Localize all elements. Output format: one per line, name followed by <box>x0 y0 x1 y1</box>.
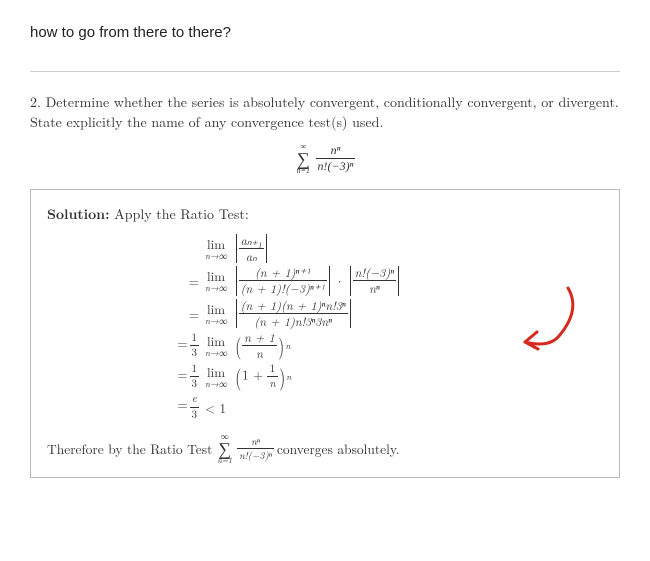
sigma-symbol-inline: ∞ ∑ n=1 <box>217 433 232 465</box>
eq-line-2: = limn→∞ (n + 1)(n + 1)ⁿn!3ⁿ (n + 1)n!3ⁿ… <box>157 299 603 328</box>
question-heading: how to go from there to there? <box>30 24 620 41</box>
eq-line-1: = limn→∞ (n + 1)ⁿ⁺¹ (n + 1)!(−3)ⁿ⁺¹ · n!… <box>157 266 603 295</box>
section-divider <box>30 71 620 72</box>
series-fraction-inline: nⁿ n!(−3)ⁿ <box>237 436 274 461</box>
derivation-block: limn→∞ aₙ₊₁ aₙ = limn→∞ (n + 1)ⁿ⁺¹ (n + … <box>157 234 603 421</box>
eq-line-5: =e3 < 1 <box>157 393 603 420</box>
sigma-symbol: ∞ ∑ n=1 <box>297 143 310 175</box>
eq-line-3: =13 limn→∞ ( n + 1 n ) n <box>157 331 603 360</box>
conclusion-line: Therefore by the Ratio Test ∞ ∑ n=1 nⁿ n… <box>47 433 603 465</box>
solution-label: Solution: <box>47 204 110 224</box>
eq-line-0: limn→∞ aₙ₊₁ aₙ <box>157 234 603 263</box>
problem-statement: 2. Determine whether the series is absol… <box>30 92 620 133</box>
series-fraction: nⁿ n!(−3)ⁿ <box>316 144 356 173</box>
main-series-equation: ∞ ∑ n=1 nⁿ n!(−3)ⁿ <box>30 143 620 175</box>
solution-intro: Apply the Ratio Test: <box>114 204 248 224</box>
problem-text: Determine whether the series is absolute… <box>30 92 619 132</box>
problem-number: 2. <box>30 92 41 112</box>
solution-box: Solution: Apply the Ratio Test: limn→∞ a… <box>30 189 620 478</box>
eq-line-4: =13 limn→∞ ( 1 + 1 n ) n <box>157 363 603 390</box>
